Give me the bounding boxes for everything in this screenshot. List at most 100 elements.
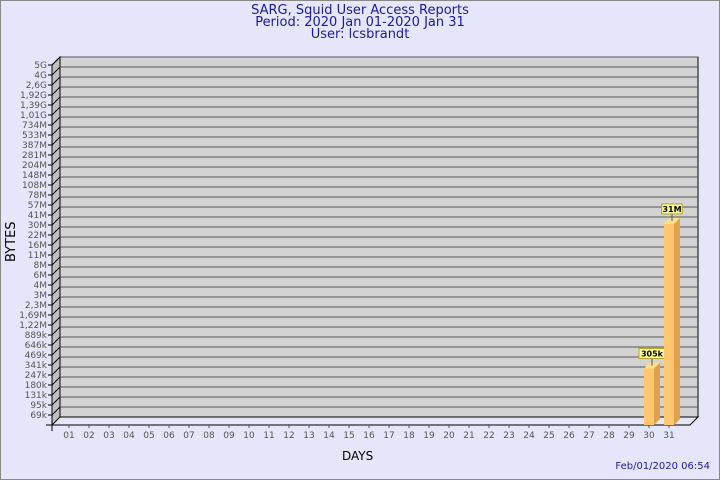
grid-side-line xyxy=(51,66,61,76)
grid-side-line xyxy=(51,206,61,216)
x-tick-label: 13 xyxy=(303,431,314,441)
y-tick-label: 108M xyxy=(22,181,47,191)
x-tick-label: 02 xyxy=(83,431,94,441)
grid-side-line xyxy=(51,96,61,106)
grid-side-line xyxy=(51,176,61,186)
grid-side-line xyxy=(51,396,61,406)
grid-side-line xyxy=(51,226,61,236)
chart-title: SARG, Squid User Access Reports xyxy=(251,3,469,18)
grid-side-line xyxy=(51,186,61,196)
y-tick-label: 69k xyxy=(30,411,47,421)
grid-side-line xyxy=(51,346,61,356)
y-tick-label: 1,92G xyxy=(20,91,47,101)
y-tick-label: 30M xyxy=(28,221,47,231)
y-tick-label: 2,6G xyxy=(26,81,47,91)
x-tick-label: 08 xyxy=(203,431,215,441)
grid-side-line xyxy=(51,196,61,206)
y-axis-label: BYTES xyxy=(4,221,19,262)
x-tick-label: 09 xyxy=(223,431,235,441)
y-tick-label: 131k xyxy=(25,391,48,401)
x-tick-label: 29 xyxy=(623,431,635,441)
y-tick-label: 533M xyxy=(22,131,47,141)
y-tick-label: 1,69M xyxy=(19,311,47,321)
y-tick-label: 889k xyxy=(25,331,48,341)
x-axis-label: DAYS xyxy=(342,449,374,463)
grid-side-line xyxy=(51,126,61,136)
y-tick-label: 1,01G xyxy=(20,111,47,121)
grid-side-line xyxy=(51,246,61,256)
y-tick-label: 41M xyxy=(28,211,47,221)
x-tick-label: 20 xyxy=(443,431,455,441)
grid-side-line xyxy=(51,76,61,86)
grid-side-line xyxy=(51,136,61,146)
data-label-box xyxy=(661,203,683,215)
y-tick-label: 469k xyxy=(25,351,48,361)
grid-side-line xyxy=(51,406,61,416)
x-tick-label: 24 xyxy=(523,431,535,441)
y-tick-label: 148M xyxy=(22,171,47,181)
x-tick-label: 30 xyxy=(643,431,655,441)
grid-side-line xyxy=(51,366,61,376)
x-tick-label: 12 xyxy=(283,431,294,441)
x-tick-label: 26 xyxy=(563,431,575,441)
y-tick-label: 387M xyxy=(22,141,47,151)
x-tick-label: 04 xyxy=(123,431,135,441)
grid-side-line xyxy=(51,386,61,396)
x-tick-label: 07 xyxy=(183,431,194,441)
x-tick-label: 17 xyxy=(383,431,394,441)
y-tick-label: 8M xyxy=(34,261,48,271)
grid-side-line xyxy=(51,286,61,296)
bar xyxy=(664,223,674,425)
grid-side-line xyxy=(51,256,61,266)
grid-side-line xyxy=(51,296,61,306)
x-tick-label: 16 xyxy=(363,431,375,441)
x-tick-label: 05 xyxy=(143,431,154,441)
grid-side-line xyxy=(51,356,61,366)
x-tick-label: 21 xyxy=(463,431,474,441)
x-tick-label: 18 xyxy=(403,431,415,441)
y-tick-label: 16M xyxy=(28,241,47,251)
chart-user: User: lcsbrandt xyxy=(310,27,410,42)
bar-side xyxy=(654,362,660,425)
x-tick-label: 22 xyxy=(483,431,494,441)
grid-side-line xyxy=(51,146,61,156)
y-tick-label: 734M xyxy=(22,121,47,131)
data-label: 31M xyxy=(662,205,681,214)
x-tick-label: 31 xyxy=(663,431,674,441)
bar xyxy=(644,368,654,425)
grid-side-line xyxy=(51,156,61,166)
y-tick-label: 247k xyxy=(25,371,48,381)
y-tick-label: 78M xyxy=(28,191,47,201)
bar-side xyxy=(674,217,680,425)
grid-side-line xyxy=(51,116,61,126)
y-tick-label: 22M xyxy=(28,231,47,241)
grid-side-line xyxy=(51,56,61,66)
y-tick-label: 1,22M xyxy=(19,321,47,331)
y-tick-label: 5G xyxy=(34,61,47,71)
grid-side-line xyxy=(51,336,61,346)
y-tick-label: 281M xyxy=(22,151,47,161)
y-tick-label: 204M xyxy=(22,161,47,171)
y-tick-label: 3M xyxy=(34,291,48,301)
grid-side-line xyxy=(51,306,61,316)
x-tick-label: 06 xyxy=(163,431,175,441)
grid-side-line xyxy=(51,106,61,116)
data-label: 305k xyxy=(641,349,664,358)
x-tick-label: 23 xyxy=(503,431,514,441)
x-tick-label: 10 xyxy=(243,431,255,441)
y-tick-label: 11M xyxy=(28,251,47,261)
grid-side-line xyxy=(51,326,61,336)
chart-period: Period: 2020 Jan 01-2020 Jan 31 xyxy=(255,15,465,30)
x-tick-label: 28 xyxy=(603,431,615,441)
grid-side-line xyxy=(51,166,61,176)
y-tick-label: 180k xyxy=(25,381,48,391)
grid-side-line xyxy=(51,236,61,246)
x-tick-label: 15 xyxy=(343,431,354,441)
x-tick-label: 27 xyxy=(583,431,594,441)
y-tick-label: 2,3M xyxy=(25,301,47,311)
x-tick-label: 19 xyxy=(423,431,435,441)
generated-timestamp: Feb/01/2020 06:54 xyxy=(615,461,710,472)
y-tick-label: 57M xyxy=(28,201,47,211)
grid-side-line xyxy=(51,276,61,286)
